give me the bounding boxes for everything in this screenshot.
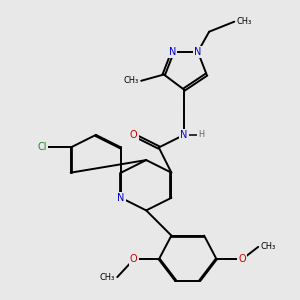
- Text: CH₃: CH₃: [123, 76, 139, 85]
- Text: N: N: [194, 47, 202, 57]
- Text: N: N: [117, 193, 125, 203]
- Text: N: N: [169, 47, 176, 57]
- Text: Cl: Cl: [37, 142, 46, 152]
- Text: CH₃: CH₃: [100, 273, 115, 282]
- Text: O: O: [238, 254, 246, 265]
- Text: H: H: [199, 130, 205, 140]
- Text: N: N: [180, 130, 188, 140]
- Text: CH₃: CH₃: [261, 242, 276, 251]
- Text: O: O: [130, 254, 137, 265]
- Text: CH₃: CH₃: [237, 17, 252, 26]
- Text: O: O: [130, 130, 137, 140]
